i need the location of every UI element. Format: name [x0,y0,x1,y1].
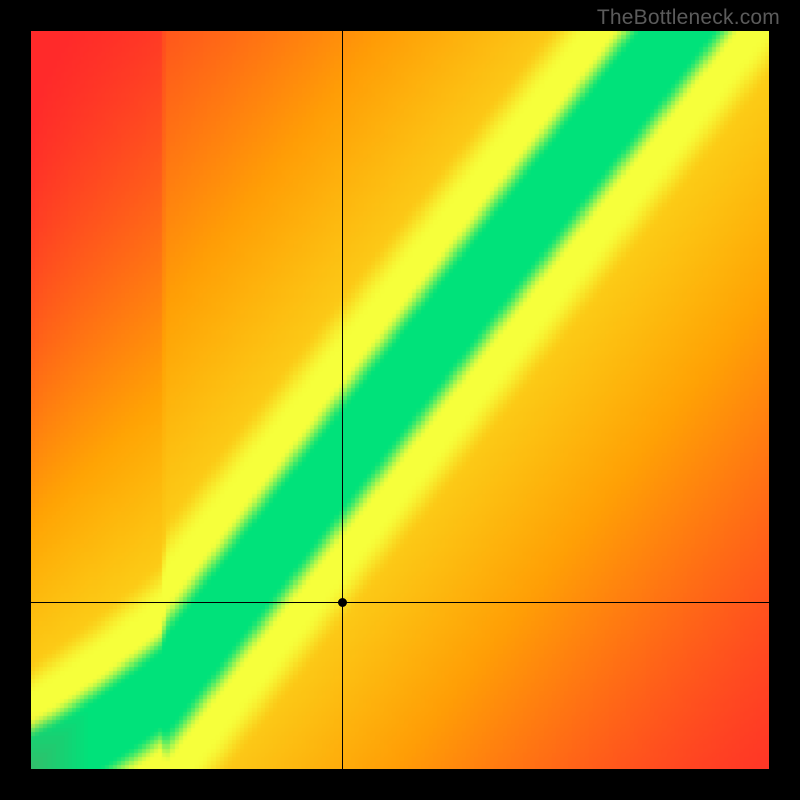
heatmap-plot-area [31,31,769,769]
crosshair-vertical [342,31,343,769]
chart-frame: TheBottleneck.com [0,0,800,800]
crosshair-marker [338,598,347,607]
watermark-text: TheBottleneck.com [597,6,780,30]
crosshair-horizontal [31,602,769,603]
heatmap-canvas [31,31,769,769]
